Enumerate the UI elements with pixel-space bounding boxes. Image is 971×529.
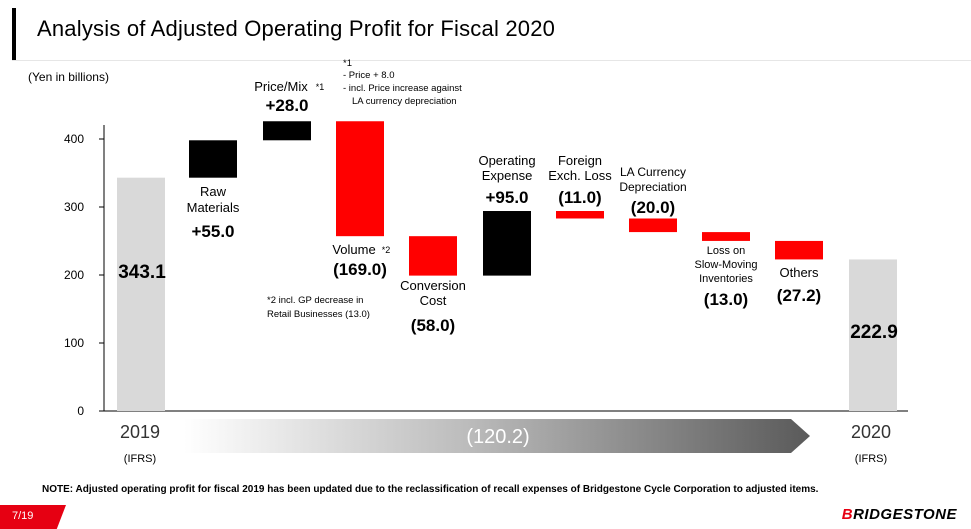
note-1-line: - incl. Price increase against xyxy=(343,83,462,94)
bar-label-conversion: Conversion xyxy=(400,278,466,293)
page-number: 7/19 xyxy=(12,510,34,522)
value-label-volume: (169.0) xyxy=(333,260,387,279)
bar-label-opex: Operating xyxy=(478,153,535,168)
note-1-line: LA currency depreciation xyxy=(352,96,457,107)
x-sublabel-end: (IFRS) xyxy=(855,453,887,465)
note-1-line: - Price + 8.0 xyxy=(343,70,394,81)
bar-fy2019 xyxy=(117,177,165,411)
y-tick-label: 0 xyxy=(77,404,84,418)
bar-label-la: Depreciation xyxy=(619,180,686,194)
bar-conversion xyxy=(409,236,457,276)
bar-fy2020 xyxy=(849,259,897,411)
unit-label: (Yen in billions) xyxy=(28,70,109,84)
bar-label-slow: Slow-Moving xyxy=(695,259,758,271)
value-label-raw: +55.0 xyxy=(191,222,234,241)
bar-label-opex: Expense xyxy=(482,168,533,183)
bar-la xyxy=(629,218,677,233)
y-tick-label: 200 xyxy=(64,268,84,282)
bar-label-price: Price/Mix xyxy=(254,79,308,94)
bar-opex xyxy=(483,211,531,276)
change-label: (120.2) xyxy=(466,426,529,448)
bar-label-raw: Raw xyxy=(200,184,227,199)
bridgestone-logo: BRIDGESTONE xyxy=(842,506,957,523)
bar-label-volume: Volume xyxy=(332,242,375,257)
title-accent-bar xyxy=(12,8,16,60)
bar-label-la: LA Currency xyxy=(620,165,686,179)
y-tick-label: 300 xyxy=(64,200,84,214)
bar-price xyxy=(263,121,311,141)
value-label-others: (27.2) xyxy=(777,286,821,305)
note-2-line: *2 incl. GP decrease in xyxy=(267,295,363,306)
page-title: Analysis of Adjusted Operating Profit fo… xyxy=(37,16,556,41)
y-tick-label: 400 xyxy=(64,132,84,146)
value-label-fy2019: 343.1 xyxy=(118,262,166,283)
y-tick-label: 100 xyxy=(64,336,84,350)
note-1-line: *1 xyxy=(343,58,352,69)
bar-label-fx: Exch. Loss xyxy=(548,168,612,183)
x-label-end: 2020 xyxy=(851,422,891,442)
bar-others xyxy=(775,240,823,260)
value-label-fx: (11.0) xyxy=(558,188,601,207)
title-divider xyxy=(12,60,971,61)
bar-label-slow: Loss on xyxy=(707,245,746,257)
value-label-price: +28.0 xyxy=(265,96,308,115)
label-mark-volume: *2 xyxy=(382,245,391,255)
bar-volume xyxy=(336,121,384,237)
bar-slow xyxy=(702,232,750,241)
bar-label-conversion: Cost xyxy=(420,293,447,308)
change-arrow xyxy=(184,419,810,453)
label-mark-price: *1 xyxy=(316,82,325,92)
note-2-line: Retail Businesses (13.0) xyxy=(267,309,370,320)
bar-raw xyxy=(189,140,237,178)
page-number-tab xyxy=(0,505,66,529)
logo-text: RIDGESTONE xyxy=(853,506,957,523)
value-label-slow: (13.0) xyxy=(704,290,748,309)
bar-label-others: Others xyxy=(779,265,819,280)
value-label-la: (20.0) xyxy=(631,198,675,217)
x-label-start: 2019 xyxy=(120,422,160,442)
x-sublabel-start: (IFRS) xyxy=(124,453,156,465)
value-label-conversion: (58.0) xyxy=(411,316,455,335)
bar-label-fx: Foreign xyxy=(558,153,602,168)
footnote: NOTE: Adjusted operating profit for fisc… xyxy=(42,484,819,495)
logo-initial: B xyxy=(841,506,854,523)
bar-label-raw: Materials xyxy=(187,200,240,215)
bar-fx xyxy=(556,211,604,219)
value-label-fy2020: 222.9 xyxy=(850,322,898,343)
value-label-opex: +95.0 xyxy=(485,188,528,207)
bar-label-slow: Inventories xyxy=(699,273,753,285)
